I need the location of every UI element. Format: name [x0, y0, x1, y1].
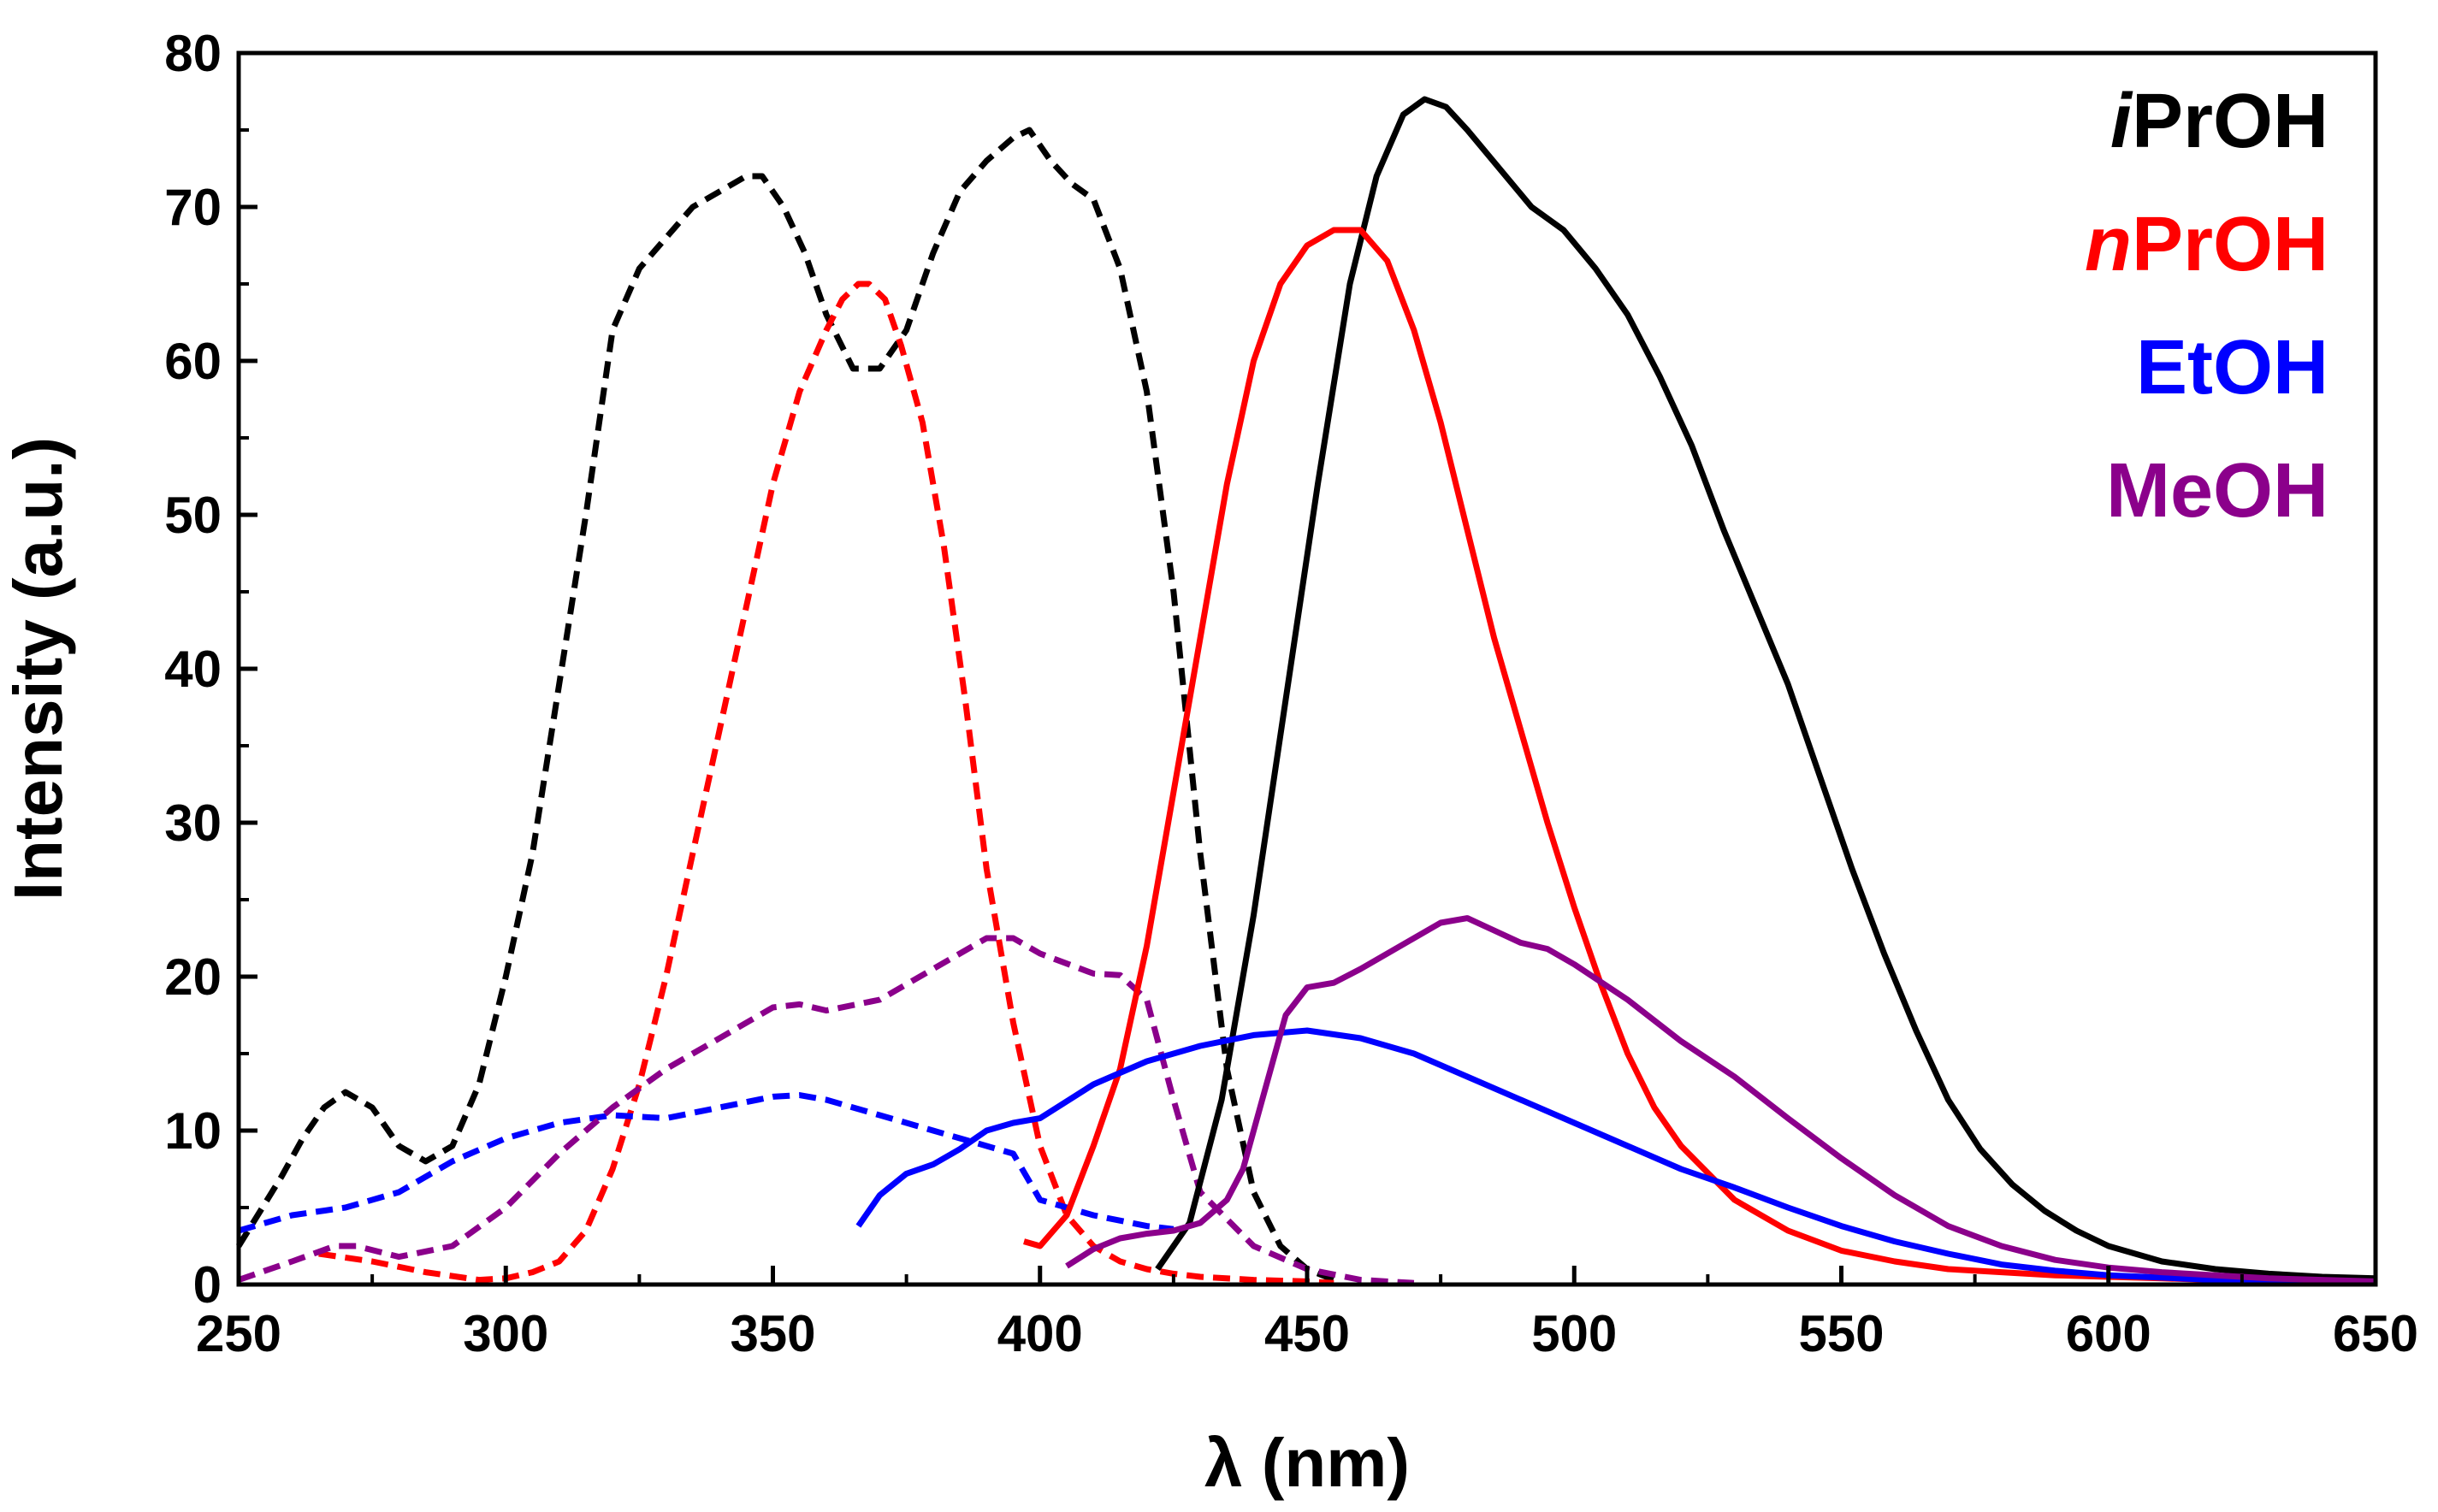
series-line-4	[1155, 96, 2376, 1282]
legend-label: EtOH	[2136, 325, 2329, 410]
legend-label: PrOH	[2132, 79, 2329, 164]
y-axis-ticks: 0 10 20 30 40 50 60 70 80	[164, 25, 257, 1314]
series-line-6	[855, 1027, 2376, 1286]
x-tick-label: 250	[196, 1305, 281, 1362]
series-line-7	[1065, 915, 2376, 1285]
x-axis-ticks: 250 300 350 400 450 500 550 600 650	[196, 1266, 2418, 1362]
x-tick-label: 400	[997, 1305, 1083, 1362]
y-tick-label: 40	[164, 641, 222, 698]
x-tick-label: 500	[1531, 1305, 1617, 1362]
plot-frame	[236, 50, 2378, 1287]
series-line-2	[238, 1092, 1175, 1234]
y-axis-title: Intensity (a.u.)	[0, 437, 76, 901]
y-tick-label: 60	[164, 333, 222, 390]
series-line-3	[237, 935, 1415, 1286]
y-tick-label: 10	[164, 1102, 222, 1160]
y-tick-label: 80	[164, 25, 222, 82]
series-line-5	[1023, 227, 2376, 1286]
x-tick-label: 450	[1264, 1305, 1350, 1362]
x-tick-label: 300	[463, 1305, 548, 1362]
y-tick-label: 70	[164, 179, 222, 236]
x-tick-label: 550	[1798, 1305, 1884, 1362]
legend-entry: MeOH	[2106, 448, 2329, 534]
x-axis-title: λ (nm)	[1204, 1425, 1410, 1501]
x-tick-label: 350	[730, 1305, 815, 1362]
y-tick-label: 20	[164, 948, 222, 1006]
x-tick-label: 650	[2333, 1305, 2418, 1362]
legend-label: MeOH	[2106, 448, 2329, 534]
legend-entry: iPrOH	[2110, 79, 2329, 164]
x-tick-label: 600	[2066, 1305, 2151, 1362]
legend-entry: nPrOH	[2085, 202, 2329, 287]
y-tick-label: 50	[164, 487, 222, 544]
legend-label: PrOH	[2132, 202, 2329, 287]
series-line-1	[318, 281, 1334, 1286]
series-layer	[236, 96, 2376, 1286]
y-tick-label: 30	[164, 794, 222, 852]
legend-prefix: i	[2110, 79, 2133, 164]
series-line-0	[236, 127, 1335, 1283]
legend-prefix: n	[2085, 202, 2132, 287]
y-tick-label: 0	[193, 1256, 222, 1314]
legend-entry: EtOH	[2136, 325, 2329, 410]
